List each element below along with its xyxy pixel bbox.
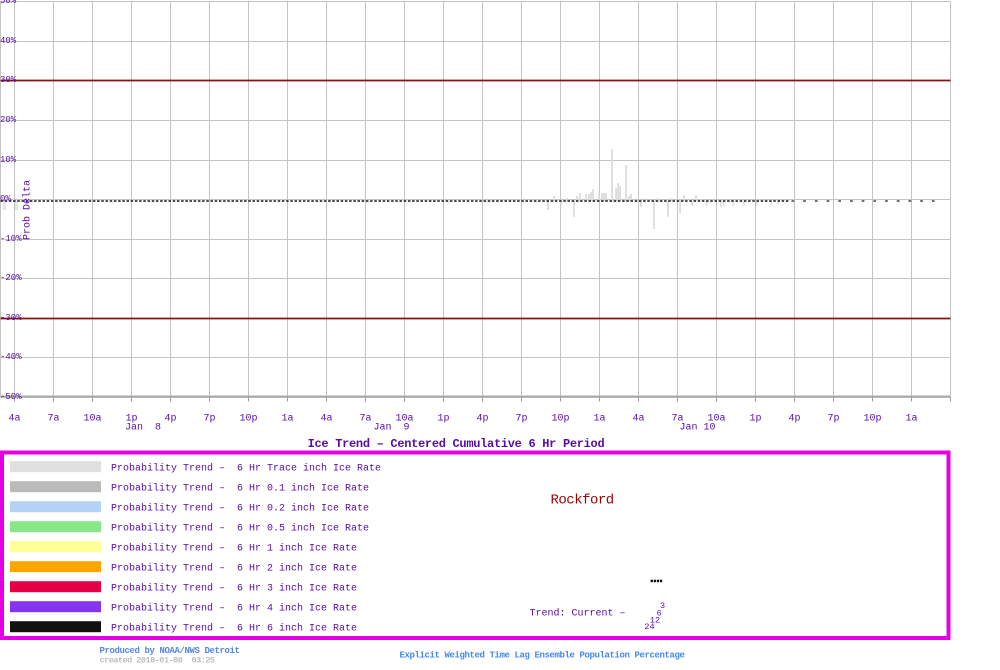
svg-text:Probability Trend – 6 Hr 0.2: Probability Trend – 6 Hr 0.2 inch Ice Ra… bbox=[111, 502, 369, 514]
svg-text:3: 3 bbox=[660, 601, 665, 611]
svg-text:12: 12 bbox=[650, 615, 660, 625]
svg-text:1p: 1p bbox=[749, 414, 761, 425]
svg-text:Produced by NOAA/NWS Detroit: Produced by NOAA/NWS Detroit bbox=[100, 646, 240, 656]
svg-text:7p: 7p bbox=[827, 414, 839, 425]
svg-text:Probability Trend – 6 Hr 4 in: Probability Trend – 6 Hr 4 inch Ice Rate bbox=[111, 602, 357, 614]
svg-text:Explicit Weighted Time Lag Ens: Explicit Weighted Time Lag Ensemble Popu… bbox=[400, 651, 685, 661]
svg-text:10a: 10a bbox=[707, 414, 725, 425]
svg-text:Probability Trend – 6 Hr 3 in: Probability Trend – 6 Hr 3 inch Ice Rate bbox=[111, 582, 357, 594]
svg-text:10p: 10p bbox=[239, 414, 257, 425]
svg-text:24: 24 bbox=[644, 622, 654, 632]
svg-text:-10%: -10% bbox=[0, 234, 22, 244]
svg-text:-40%: -40% bbox=[0, 352, 22, 362]
svg-text:1a: 1a bbox=[281, 414, 293, 425]
svg-text:Trend: Current –: Trend: Current – bbox=[530, 608, 626, 620]
svg-text:1p: 1p bbox=[437, 414, 449, 425]
svg-text:7a: 7a bbox=[47, 414, 59, 425]
svg-text:0%: 0% bbox=[0, 194, 11, 204]
svg-text:10p: 10p bbox=[863, 414, 881, 425]
svg-text:10p: 10p bbox=[551, 414, 569, 425]
svg-text:created 2018-01-08 03:25: created 2018-01-08 03:25 bbox=[100, 655, 215, 665]
svg-text:10a: 10a bbox=[83, 414, 101, 425]
svg-text:Probability Trend – 6 Hr 1 in: Probability Trend – 6 Hr 1 inch Ice Rate bbox=[111, 542, 357, 554]
svg-text:Jan 9: Jan 9 bbox=[373, 423, 409, 434]
svg-text:4a: 4a bbox=[320, 414, 332, 425]
svg-text:7a: 7a bbox=[359, 414, 371, 425]
svg-text:4p: 4p bbox=[164, 414, 176, 425]
svg-text:Probability Trend – 6 Hr 6 in: Probability Trend – 6 Hr 6 inch Ice Rate bbox=[111, 622, 357, 634]
svg-text:Jan 8: Jan 8 bbox=[125, 423, 161, 434]
svg-text:Probability Trend – 6 Hr 2 in: Probability Trend – 6 Hr 2 inch Ice Rate bbox=[111, 562, 357, 574]
svg-text:1a: 1a bbox=[593, 414, 605, 425]
svg-text:4p: 4p bbox=[788, 414, 800, 425]
svg-text:4p: 4p bbox=[476, 414, 488, 425]
svg-text:7a: 7a bbox=[671, 414, 683, 425]
svg-text:30%: 30% bbox=[0, 75, 17, 85]
svg-text:-30%: -30% bbox=[0, 313, 22, 323]
svg-text:Probability Trend – 6 Hr 0.1: Probability Trend – 6 Hr 0.1 inch Ice Ra… bbox=[111, 482, 369, 494]
svg-text:1p: 1p bbox=[125, 414, 137, 425]
svg-text:10a: 10a bbox=[395, 414, 413, 425]
svg-text:Probability Trend – 6 Hr Trac: Probability Trend – 6 Hr Trace inch Ice … bbox=[111, 462, 381, 474]
svg-text:Ice Trend – Centered Cumulativ: Ice Trend – Centered Cumulative 6 Hr Per… bbox=[308, 437, 605, 451]
svg-text:20%: 20% bbox=[0, 115, 17, 125]
svg-text:Rockford: Rockford bbox=[551, 493, 614, 509]
svg-text:7p: 7p bbox=[203, 414, 215, 425]
svg-text:Prob Delta: Prob Delta bbox=[22, 180, 34, 240]
svg-text:Probability Trend – 6 Hr 0.5: Probability Trend – 6 Hr 0.5 inch Ice Ra… bbox=[111, 522, 369, 534]
svg-text:40%: 40% bbox=[0, 36, 17, 46]
svg-text:7p: 7p bbox=[515, 414, 527, 425]
svg-text:10%: 10% bbox=[0, 155, 17, 165]
svg-text:1a: 1a bbox=[905, 414, 917, 425]
svg-text:4a: 4a bbox=[8, 414, 20, 425]
svg-text:6: 6 bbox=[657, 608, 662, 618]
svg-text:4a: 4a bbox=[632, 414, 644, 425]
svg-text:-20%: -20% bbox=[0, 273, 22, 283]
svg-text:Jan 10: Jan 10 bbox=[679, 423, 715, 434]
svg-text:50%: 50% bbox=[0, 0, 17, 6]
svg-text:-50%: -50% bbox=[0, 392, 22, 402]
